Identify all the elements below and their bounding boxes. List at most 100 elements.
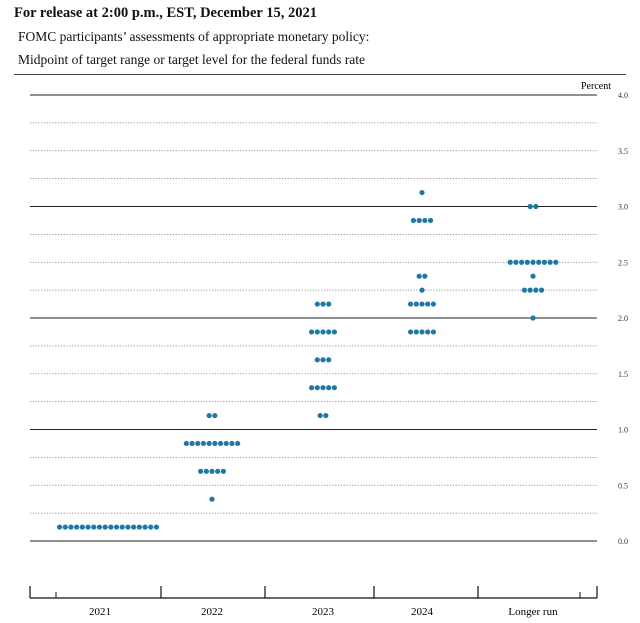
participant-dot — [530, 273, 536, 279]
participant-dot — [317, 412, 323, 419]
participant-dot — [209, 496, 215, 502]
y-tick-labels: 0.0 0.5 1.0 1.5 2.0 2.5 3.0 3.5 4.0 — [618, 91, 628, 546]
participant-dot — [189, 440, 195, 447]
participant-dot — [229, 440, 235, 447]
participant-dot — [91, 524, 97, 530]
x-tick-label: Longer run — [508, 606, 558, 618]
participant-dot — [413, 301, 419, 307]
participant-dot — [524, 259, 530, 265]
participant-dot — [425, 301, 431, 307]
participant-dot — [430, 301, 436, 307]
participant-dot — [530, 259, 536, 265]
participant-dot — [536, 259, 542, 265]
participant-dot — [419, 189, 425, 196]
participant-dot — [217, 440, 224, 447]
y-tick-label: 3.5 — [618, 147, 628, 156]
participant-dot — [212, 440, 218, 447]
participant-dot — [425, 329, 431, 335]
participant-dot — [326, 357, 332, 363]
participant-dot — [314, 301, 320, 307]
participant-dot — [408, 301, 414, 307]
x-tick-label: 2021 — [89, 606, 111, 618]
x-tick-label: 2023 — [312, 606, 335, 618]
participant-dot — [314, 329, 320, 335]
participant-dot — [119, 524, 125, 530]
participant-dot — [320, 329, 326, 335]
participant-dot — [131, 524, 137, 530]
chart-title: Midpoint of target range or target level… — [18, 52, 365, 67]
participant-dot — [142, 524, 148, 530]
participant-dot — [320, 385, 326, 391]
y-tick-label: 2.5 — [618, 258, 628, 267]
participant-dot — [521, 287, 528, 293]
participant-dot — [108, 524, 114, 530]
participant-dot — [427, 217, 434, 224]
participant-dot — [235, 440, 241, 447]
participant-dot — [416, 273, 422, 279]
participant-dot — [408, 329, 414, 335]
participant-dot — [206, 440, 212, 447]
chart-subtitle: FOMC participants’ assessments of approp… — [18, 29, 370, 44]
participant-dot — [209, 468, 215, 474]
participant-dot — [153, 524, 160, 530]
participant-dot — [519, 259, 525, 265]
participant-dot — [309, 385, 315, 391]
participant-dot — [56, 524, 63, 530]
participant-dot — [331, 329, 337, 335]
participant-dot — [507, 259, 513, 265]
participant-dot — [206, 412, 212, 419]
participant-dot — [323, 412, 329, 419]
participant-dot — [136, 524, 142, 530]
participant-dot — [198, 468, 204, 474]
participant-dot — [419, 301, 425, 307]
participant-dot — [200, 440, 207, 447]
participant-dot — [212, 412, 218, 419]
participant-dot — [326, 301, 332, 307]
header-divider — [14, 74, 626, 75]
participant-dot — [430, 329, 436, 335]
participant-dot — [85, 524, 91, 530]
participant-dot — [74, 524, 80, 530]
participant-dot — [215, 468, 221, 474]
participant-dot — [195, 440, 201, 447]
grid-lines — [30, 94, 597, 542]
participant-dot — [416, 217, 422, 224]
participant-dot — [331, 385, 337, 391]
participant-dot — [419, 287, 425, 293]
participant-dot — [113, 524, 120, 530]
y-tick-label: 1.5 — [618, 370, 628, 379]
participant-dot — [320, 357, 326, 363]
participant-dot — [79, 524, 85, 530]
participant-dot — [314, 385, 320, 391]
participant-dot — [530, 315, 536, 321]
participant-dot — [62, 524, 68, 530]
participant-dot — [220, 468, 226, 474]
participant-dot — [422, 273, 428, 279]
participant-dot — [533, 287, 539, 293]
participant-dot — [533, 203, 539, 210]
y-tick-label: 0.0 — [618, 537, 628, 546]
participant-dot — [314, 357, 320, 363]
participant-dot — [326, 385, 332, 391]
participant-dot — [102, 524, 108, 530]
participant-dot — [96, 524, 103, 530]
y-tick-label: 0.5 — [618, 481, 628, 490]
y-axis-label: Percent — [581, 81, 611, 92]
y-tick-label: 4.0 — [618, 91, 628, 100]
y-tick-label: 1.0 — [618, 426, 628, 435]
participant-dot — [148, 524, 154, 530]
participant-dot — [527, 203, 533, 210]
participant-dot — [326, 329, 332, 335]
participant-dot — [527, 287, 533, 293]
participant-dot — [422, 217, 428, 224]
participant-dot — [419, 329, 425, 335]
participant-dot — [203, 468, 209, 474]
dot-marks — [56, 189, 559, 530]
y-tick-label: 3.0 — [618, 203, 628, 212]
participant-dot — [125, 524, 131, 530]
y-tick-label: 2.0 — [618, 314, 628, 323]
participant-dot — [413, 329, 419, 335]
participant-dot — [223, 440, 229, 447]
x-tick-label: 2022 — [201, 606, 223, 618]
